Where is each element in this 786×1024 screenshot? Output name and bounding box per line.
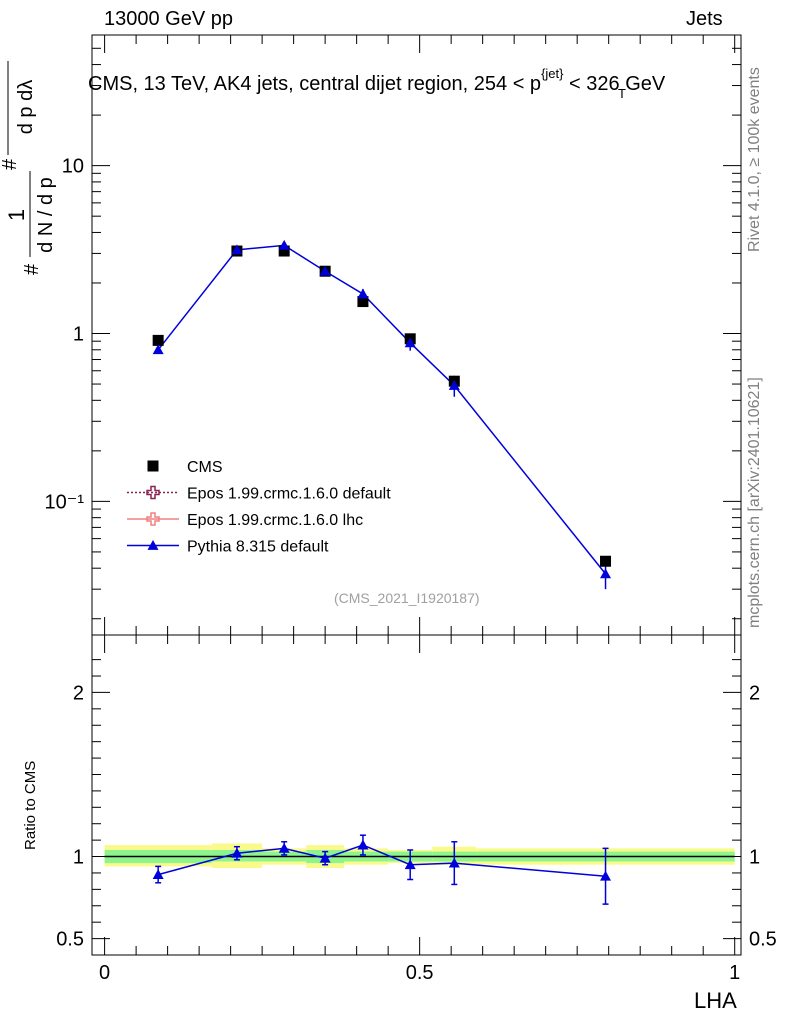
- ratio-y-tick-label-right: 0.5: [749, 929, 777, 951]
- pythia-data-point: [231, 244, 243, 255]
- pythia-data-point: [357, 288, 369, 299]
- pythia-data-point: [319, 265, 331, 276]
- x-tick-label: 1: [729, 962, 740, 984]
- legend-marker-epos-default: [146, 485, 160, 500]
- ratio-pythia-point: [357, 839, 369, 850]
- ylabel-denominator-2: d p dλ: [15, 80, 37, 134]
- rivet-version-label: Rivet 4.1.0, ≥ 100k events: [746, 67, 763, 252]
- x-tick-label: 0.5: [406, 962, 434, 984]
- ratio-pythia-point: [448, 857, 460, 868]
- pythia-series-line: [157, 244, 607, 575]
- pythia-data-point: [404, 337, 416, 348]
- pythia-data-point: [448, 380, 460, 390]
- x-tick-label: 0: [99, 962, 110, 984]
- ylabel-denominator-1: d N / d p: [35, 177, 57, 253]
- ratio-pythia-point: [319, 852, 331, 863]
- x-axis-label: LHA: [694, 988, 737, 1013]
- y-tick-label: 10⁻¹: [45, 491, 85, 513]
- plot-title-subscript: T: [618, 86, 626, 101]
- legend-label: Pythia 8.315 default: [187, 539, 329, 556]
- ylabel-hash: #: [21, 263, 43, 275]
- analysis-watermark: (CMS_2021_I1920187): [334, 590, 480, 606]
- header-left: 13000 GeV pp: [104, 8, 233, 30]
- ylabel-numerator-1: 1: [4, 209, 29, 221]
- legend-label: Epos 1.99.crmc.1.6.0 lhc: [187, 512, 363, 529]
- ratio-pythia-point: [600, 870, 612, 881]
- legend-marker-cms: [147, 460, 159, 472]
- ratio-pythia-point: [152, 869, 164, 879]
- ratio-y-tick-label: 0.5: [56, 929, 84, 951]
- ratio-pythia-line: [157, 844, 606, 877]
- legend-marker-epos-lhc: [146, 512, 160, 526]
- ratio-y-tick-label: 1: [73, 847, 84, 869]
- ratio-y-tick-label: 2: [73, 682, 84, 704]
- ratio-y-tick-label-right: 1: [749, 847, 760, 869]
- pythia-data-point: [278, 239, 290, 250]
- legend-marker-pythia: [147, 540, 159, 550]
- pythia-data-point: [152, 344, 164, 355]
- y-tick-label: 1: [73, 324, 84, 346]
- ratio-pythia-point: [404, 859, 416, 870]
- ylabel-numerator-2: d²N: [0, 91, 5, 123]
- ratio-pythia-point: [278, 842, 290, 853]
- ylabel-hash-2: #: [0, 158, 21, 170]
- ratio-y-tick-label-right: 2: [749, 682, 760, 704]
- plot-title: CMS, 13 TeV, AK4 jets, central dijet reg…: [88, 66, 666, 95]
- y-tick-label: 10: [62, 156, 84, 178]
- ratio-ylabel: Ratio to CMS: [22, 760, 39, 850]
- legend-label: CMS: [187, 459, 223, 476]
- header-right: Jets: [686, 8, 723, 30]
- cms-data-point: [152, 334, 164, 346]
- ratio-plot-frame: [91, 634, 742, 956]
- mcplots-label: mcplots.cern.ch [arXiv:2401.10621]: [746, 377, 763, 628]
- ratio-pythia-point: [231, 847, 243, 858]
- cms-data-point: [278, 245, 290, 257]
- cms-data-point: [600, 555, 612, 567]
- legend-label: Epos 1.99.crmc.1.6.0 default: [187, 486, 391, 503]
- pythia-data-point: [600, 568, 612, 579]
- main-ylabel: #1 d N / d p # d²N d p dλ: [0, 61, 57, 275]
- cms-data-point: [357, 296, 369, 308]
